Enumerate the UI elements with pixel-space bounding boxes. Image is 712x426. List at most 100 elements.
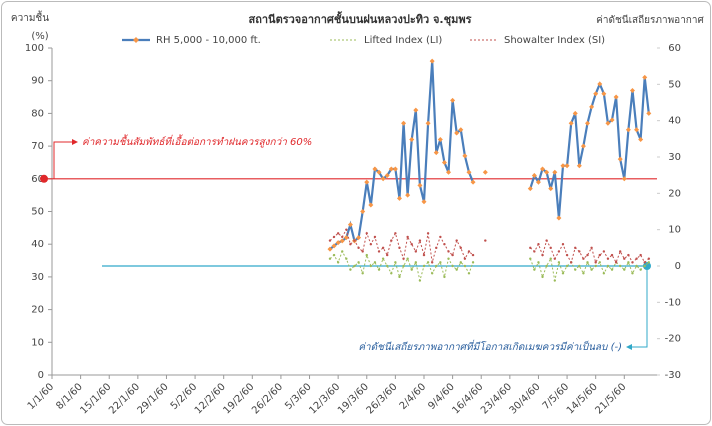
point-marker [418,279,422,282]
point-marker [482,169,488,175]
point-marker [349,268,352,271]
point-marker [447,257,450,260]
annotation-text: ค่าดัชนีเสถียรภาพอากาศที่มีโอกาสเกิดเมฆค… [358,339,622,353]
point-marker [593,91,599,97]
point-marker [459,246,462,250]
point-marker [357,246,360,250]
y2-tick-label: 0 [675,261,681,272]
point-marker [402,257,405,260]
point-marker [426,261,430,264]
point-marker [406,235,409,239]
point-marker [410,243,413,246]
point-marker [422,264,426,268]
point-marker [576,163,582,169]
y2-tick-label: 20 [668,188,681,199]
point-marker [386,253,389,257]
chart-title: สถานีตรวจอากาศชั้นบนฝนหลวงปะทิว จ.ชุมพร [249,11,472,27]
y-tick-label: 50 [31,207,44,218]
point-marker [540,166,546,172]
point-marker [619,264,622,268]
point-marker [569,261,573,264]
point-marker [439,235,442,239]
y-tick-label: 20 [31,305,44,316]
point-marker [629,88,635,94]
point-marker [643,261,646,264]
point-marker [364,179,370,185]
point-marker [373,235,377,239]
point-marker [381,257,385,260]
point-marker [597,81,603,87]
point-marker [541,275,544,279]
series-line [329,61,650,250]
point-marker [328,239,332,242]
y-axis-label: (%) [31,31,48,42]
y-tick-label: 10 [31,337,44,348]
point-marker [627,261,630,264]
point-marker [463,257,467,260]
point-marker [586,253,589,257]
point-marker [441,159,447,165]
point-marker [439,261,442,264]
point-marker [430,261,434,264]
point-marker [647,257,651,260]
annotation-arrow [630,266,648,348]
point-marker [557,261,561,264]
point-marker [635,257,638,260]
point-marker [463,264,467,268]
point-marker [396,195,402,201]
point-marker [610,253,614,257]
point-marker [447,250,450,253]
point-marker [602,272,606,275]
point-marker [610,268,614,271]
point-marker [598,261,601,264]
point-marker [572,110,578,116]
point-marker [471,253,475,257]
point-marker [368,202,374,208]
point-marker [406,257,409,260]
point-marker [638,137,644,143]
point-marker [613,94,619,100]
point-marker [353,264,356,268]
point-marker [556,215,562,221]
point-marker [614,261,618,264]
point-marker [455,239,458,242]
threshold-dot [40,174,48,183]
point-marker [361,250,364,253]
point-marker [466,169,472,175]
point-marker [361,272,364,275]
legend-label: Showalter Index (SI) [504,35,605,46]
y-tick-label: 30 [31,272,44,283]
point-marker [455,268,458,271]
point-marker [373,261,377,264]
point-marker [462,153,468,159]
point-marker [553,257,557,260]
y-tick-label: 60 [31,174,44,185]
point-marker [574,246,577,250]
point-marker [349,243,352,246]
point-marker [545,264,548,268]
point-marker [561,272,565,275]
point-marker [557,250,561,253]
point-marker [443,243,446,246]
point-marker [535,179,541,185]
point-marker [392,166,398,172]
point-marker [533,268,536,271]
point-marker [345,228,348,231]
point-marker [631,261,634,264]
point-marker [446,169,452,175]
point-marker [388,166,394,172]
point-marker [590,268,593,271]
point-marker [380,176,386,182]
point-marker [470,179,476,185]
point-marker [541,253,544,257]
y-tick-label: 40 [31,239,44,250]
point-marker [336,261,340,264]
point-marker [418,239,422,242]
point-marker [642,74,648,80]
y-tick-label: 70 [31,141,44,152]
arrow-head [72,139,78,145]
point-marker [471,261,475,264]
point-marker [623,268,626,271]
point-marker [369,264,373,268]
